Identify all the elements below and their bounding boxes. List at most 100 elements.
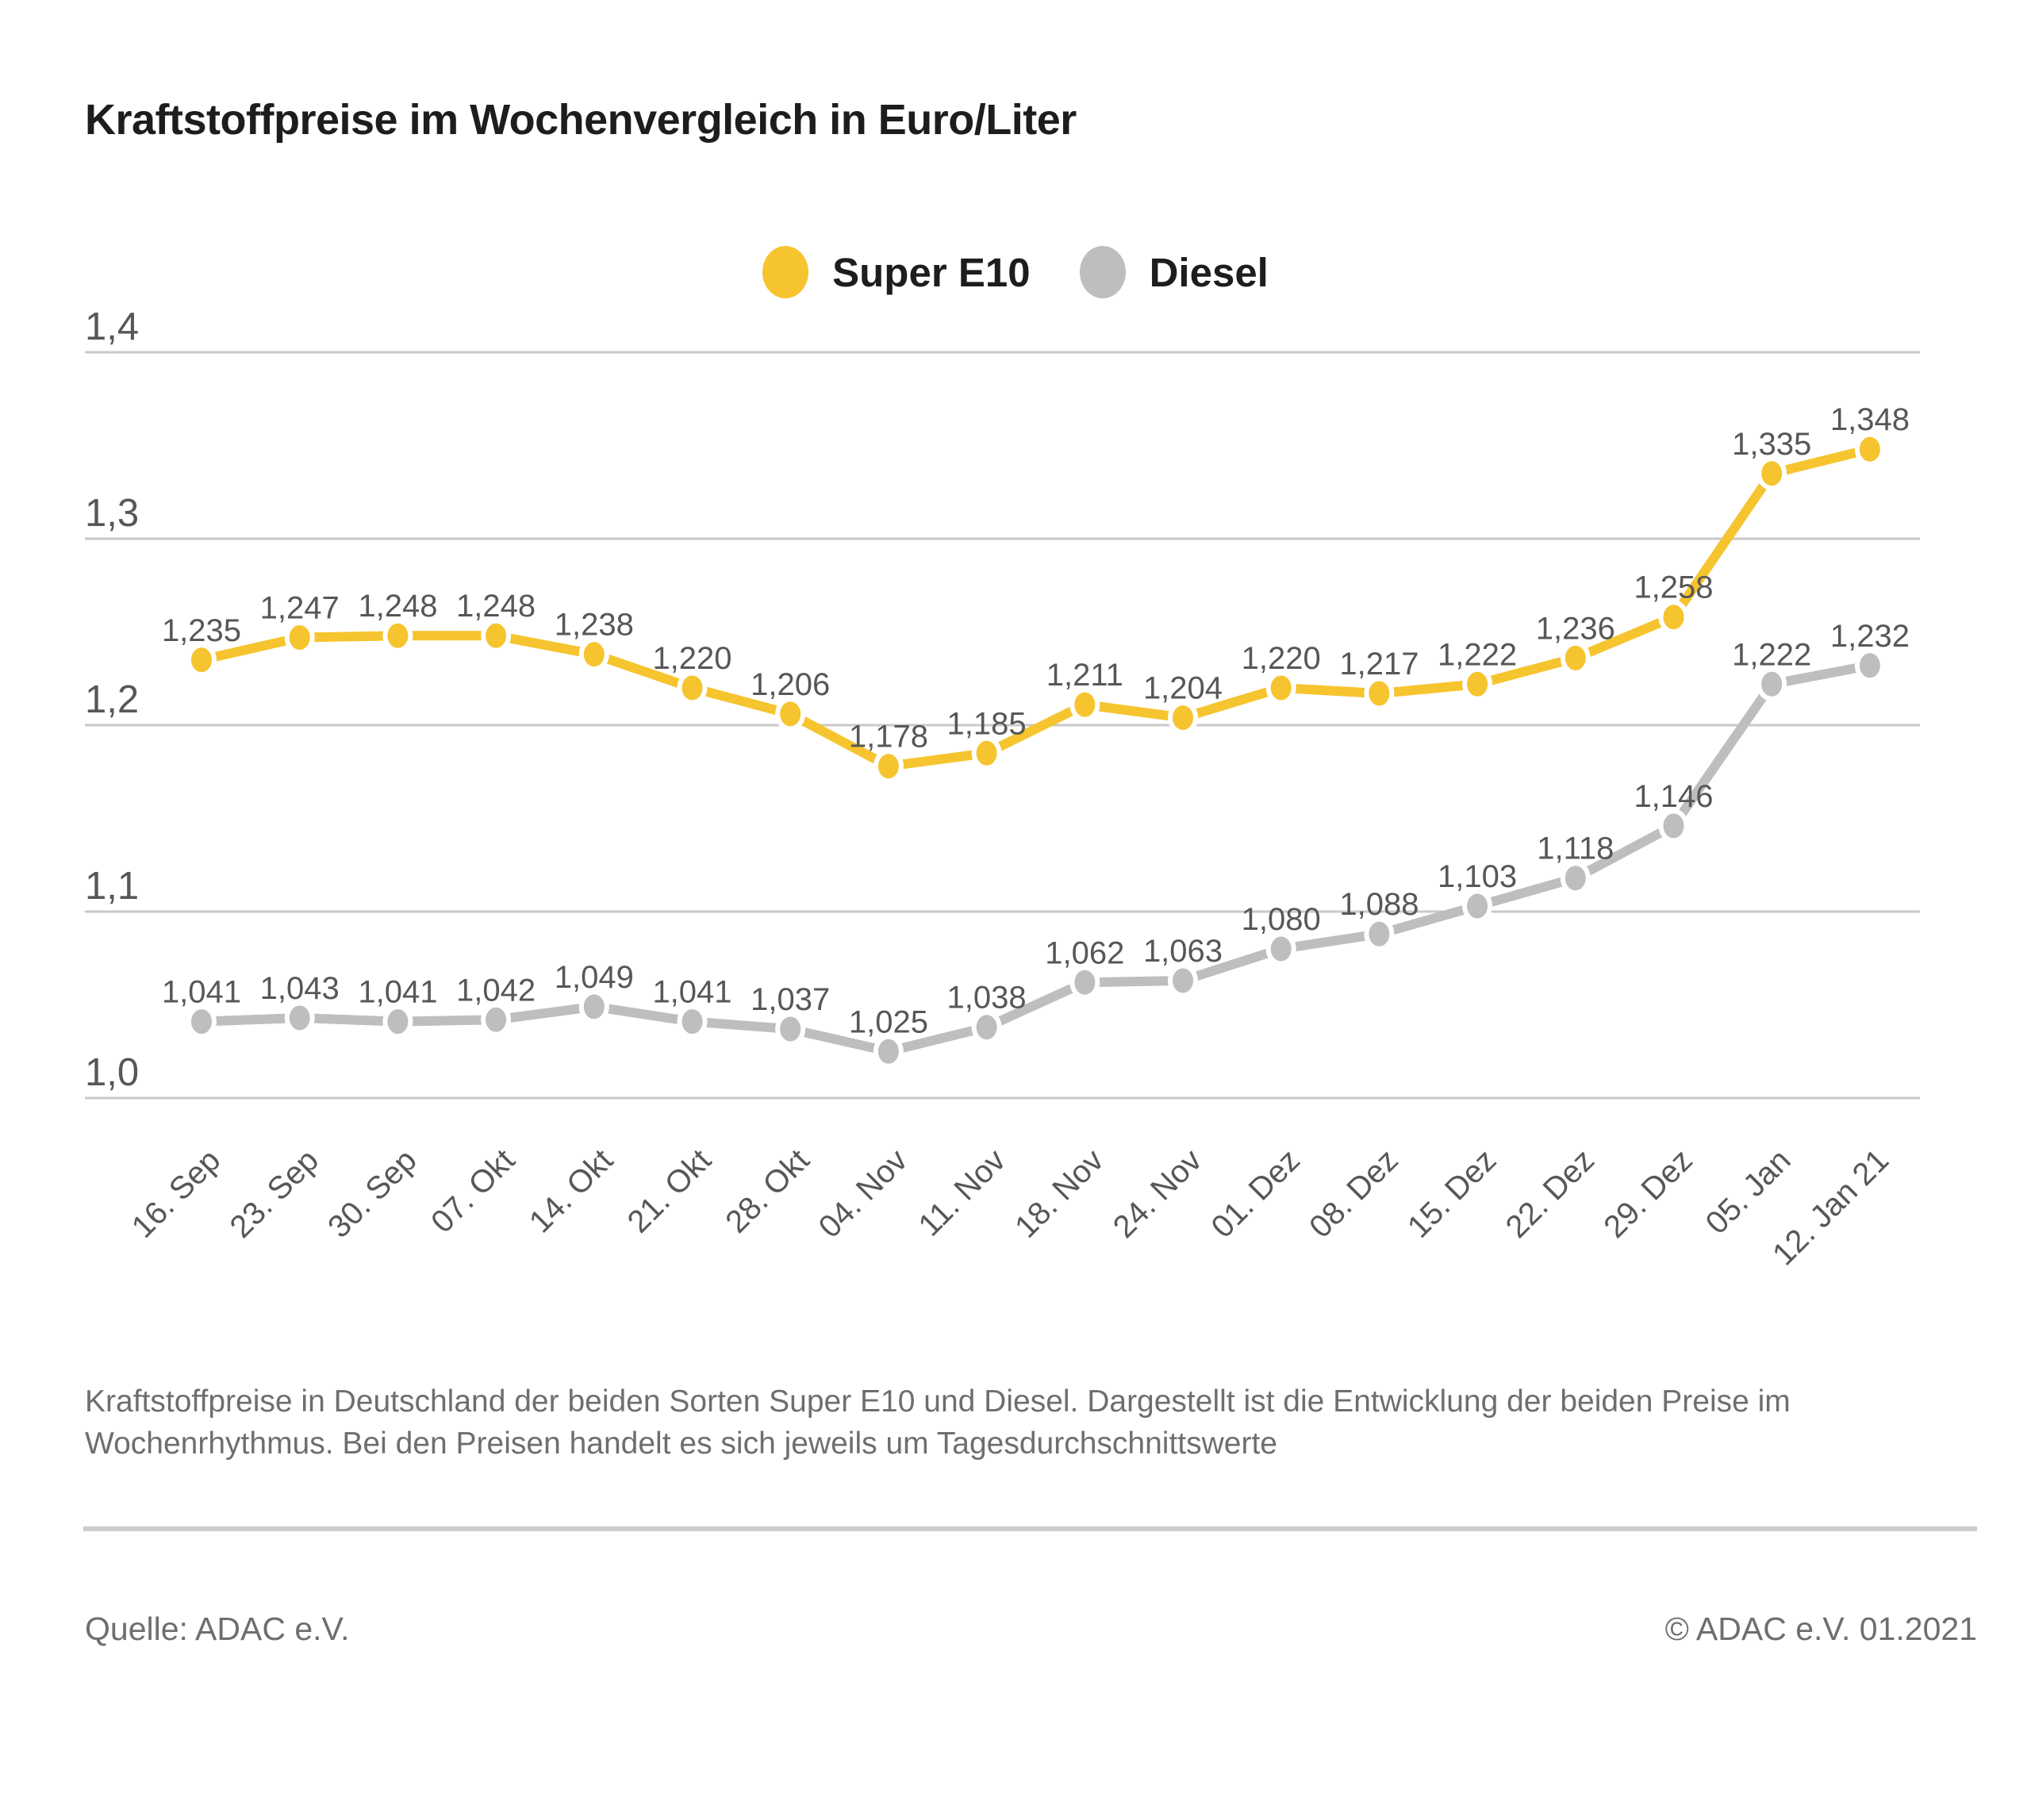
y-tick-label: 1,3	[85, 492, 139, 535]
legend-dot-super-e10-icon	[762, 246, 809, 298]
data-label-super-e10: 1,248	[358, 589, 437, 624]
data-label-diesel: 1,103	[1438, 859, 1517, 894]
x-tick-label: 08. Dez	[1303, 1142, 1405, 1245]
data-label-super-e10: 1,222	[1438, 637, 1517, 672]
x-tick-label: 05. Jan	[1699, 1142, 1798, 1241]
data-label-super-e10: 1,248	[456, 589, 536, 624]
legend-item-diesel: Diesel	[1079, 246, 1269, 298]
data-label-diesel: 1,043	[260, 971, 340, 1006]
data-label-diesel: 1,041	[652, 975, 731, 1010]
data-point-diesel	[578, 989, 609, 1024]
data-label-diesel: 1,080	[1242, 902, 1321, 937]
data-label-diesel: 1,025	[849, 1004, 928, 1039]
y-tick-label: 1,0	[85, 1051, 139, 1094]
data-label-super-e10: 1,258	[1634, 570, 1713, 605]
legend-item-super-e10: Super E10	[762, 246, 1031, 298]
data-point-diesel	[481, 1002, 512, 1037]
data-label-diesel: 1,062	[1045, 935, 1124, 970]
data-point-super-e10	[775, 697, 806, 731]
data-point-super-e10	[873, 749, 904, 784]
x-tick-label: 16. Sep	[125, 1142, 228, 1245]
data-point-diesel	[382, 1004, 413, 1039]
legend-dot-diesel-icon	[1079, 246, 1126, 298]
data-label-diesel: 1,049	[555, 960, 634, 995]
data-point-diesel	[1658, 808, 1689, 843]
data-label-super-e10: 1,220	[652, 641, 731, 676]
data-label-diesel: 1,118	[1537, 831, 1614, 866]
data-point-diesel	[1462, 889, 1493, 923]
legend-label-super-e10: Super E10	[832, 249, 1031, 295]
x-tick-label: 28. Okt	[719, 1142, 816, 1239]
legend-label-diesel: Diesel	[1149, 249, 1269, 295]
data-label-diesel: 1,063	[1143, 934, 1223, 969]
x-tick-label: 29. Dez	[1597, 1142, 1699, 1245]
data-point-diesel	[1560, 861, 1591, 896]
data-label-super-e10: 1,235	[162, 613, 241, 648]
data-label-super-e10: 1,238	[555, 608, 634, 643]
data-point-diesel	[186, 1004, 217, 1039]
y-tick-label: 1,2	[85, 678, 139, 721]
series-line-diesel	[201, 660, 1872, 1057]
data-point-super-e10	[1658, 600, 1689, 635]
data-point-super-e10	[971, 735, 1002, 770]
data-label-diesel: 1,146	[1634, 779, 1713, 814]
data-point-super-e10	[1854, 432, 1885, 467]
data-label-super-e10: 1,236	[1536, 611, 1615, 646]
data-label-diesel: 1,232	[1830, 619, 1910, 654]
x-tick-label: 22. Dez	[1499, 1142, 1602, 1245]
x-tick-label: 01. Dez	[1204, 1142, 1307, 1245]
chart-title: Kraftstoffpreise im Wochenvergleich in E…	[85, 96, 1077, 144]
data-point-diesel	[1756, 666, 1787, 701]
data-label-super-e10: 1,178	[849, 720, 928, 754]
data-label-diesel: 1,037	[751, 982, 830, 1017]
data-label-super-e10: 1,185	[947, 706, 1027, 741]
data-point-super-e10	[578, 637, 609, 672]
data-point-super-e10	[1560, 640, 1591, 675]
data-label-super-e10: 1,211	[1046, 658, 1123, 693]
data-point-super-e10	[1265, 670, 1296, 705]
footer-divider	[83, 1526, 1977, 1531]
data-point-diesel	[873, 1034, 904, 1069]
data-point-diesel	[1168, 963, 1198, 998]
data-label-super-e10: 1,204	[1143, 671, 1223, 706]
y-tick-label: 1,1	[85, 865, 139, 908]
source-text: Quelle: ADAC e.V.	[85, 1611, 350, 1647]
series-line-super-e10	[200, 444, 1872, 771]
data-point-diesel	[284, 1000, 315, 1035]
data-point-super-e10	[1756, 456, 1787, 491]
data-point-super-e10	[1168, 701, 1198, 735]
data-point-super-e10	[481, 618, 512, 653]
data-label-diesel: 1,038	[947, 981, 1027, 1016]
x-tick-label: 21. Okt	[621, 1142, 718, 1239]
data-label-diesel: 1,222	[1732, 637, 1811, 672]
x-tick-label: 14. Okt	[523, 1142, 620, 1239]
x-tick-label: 04. Nov	[812, 1142, 915, 1245]
data-point-diesel	[1854, 648, 1885, 683]
data-point-diesel	[1364, 916, 1395, 951]
data-label-super-e10: 1,247	[260, 591, 340, 626]
legend: Super E10 Diesel	[0, 246, 2031, 298]
data-point-super-e10	[677, 670, 708, 705]
x-tick-label: 23. Sep	[223, 1142, 325, 1245]
data-point-super-e10	[1069, 687, 1100, 722]
data-point-diesel	[775, 1012, 806, 1046]
data-point-super-e10	[1364, 676, 1395, 711]
x-tick-label: 11. Nov	[912, 1142, 1012, 1242]
data-point-super-e10	[382, 618, 413, 653]
data-label-diesel: 1,041	[358, 975, 437, 1010]
copyright-text: © ADAC e.V. 01.2021	[1664, 1611, 1977, 1647]
y-tick-label: 1,4	[85, 305, 139, 348]
data-point-diesel	[1265, 931, 1296, 966]
data-point-super-e10	[284, 620, 315, 655]
data-label-diesel: 1,041	[162, 975, 241, 1010]
data-point-super-e10	[1462, 666, 1493, 701]
x-tick-label: 24. Nov	[1107, 1142, 1209, 1245]
data-label-diesel: 1,042	[456, 973, 536, 1008]
data-label-super-e10: 1,220	[1242, 641, 1321, 676]
x-tick-label: 18. Nov	[1008, 1142, 1111, 1245]
data-point-super-e10	[186, 643, 217, 678]
data-point-diesel	[971, 1010, 1002, 1045]
data-label-super-e10: 1,348	[1830, 402, 1910, 437]
